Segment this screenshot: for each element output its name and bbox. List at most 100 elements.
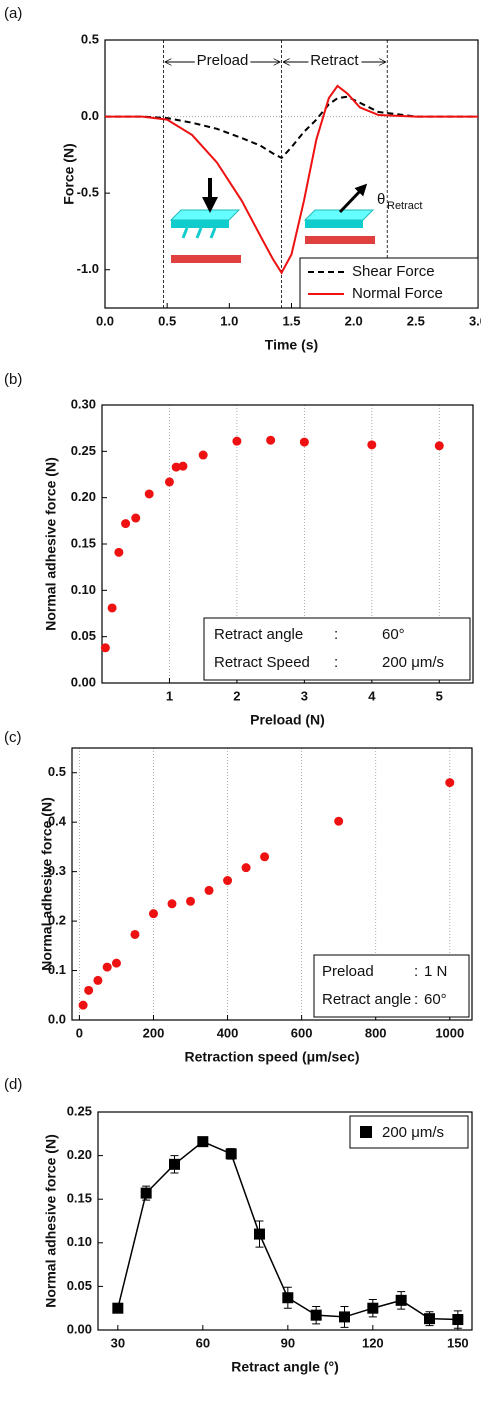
panel-label: (b)	[4, 371, 22, 388]
series-line	[105, 95, 478, 160]
point	[102, 962, 112, 972]
x-tick-label: 600	[291, 1025, 313, 1040]
illustration	[169, 178, 375, 263]
point	[424, 1313, 435, 1325]
x-tick-label: 3.0	[469, 313, 481, 328]
y-tick-label: 0.5	[81, 31, 99, 46]
point	[367, 1302, 379, 1314]
point	[198, 450, 208, 460]
panel-label: (c)	[4, 729, 22, 746]
y-tick-label: 0.25	[71, 443, 96, 458]
x-tick-label: 1.5	[282, 313, 300, 328]
point	[84, 985, 94, 995]
point	[434, 441, 444, 451]
x-tick-label: 120	[362, 1335, 384, 1350]
x-tick-label: 1	[166, 688, 173, 703]
point	[310, 1309, 322, 1321]
point	[367, 440, 377, 450]
y-tick-label: 0.00	[71, 674, 96, 689]
info-text: 1 N	[424, 963, 447, 980]
y-tick-label: 0.5	[48, 764, 66, 779]
x-tick-label: 150	[447, 1335, 469, 1350]
point	[299, 437, 309, 447]
y-tick-label: 0.20	[71, 489, 96, 504]
legend-label: 200 μm/s	[382, 1124, 444, 1141]
x-axis-label: Preload (N)	[250, 712, 325, 728]
info-text: Retract angle	[214, 626, 303, 643]
x-tick-label: 30	[111, 1335, 125, 1350]
y-tick-label: 0.1	[48, 962, 66, 977]
point	[282, 1292, 294, 1304]
point	[131, 513, 141, 523]
x-tick-label: 0.5	[158, 313, 176, 328]
legend-swatch	[360, 1126, 372, 1138]
y-tick-label: -1.0	[77, 261, 99, 276]
point	[107, 603, 117, 613]
x-axis-label: Time (s)	[265, 337, 318, 353]
x-tick-label: 400	[217, 1025, 239, 1040]
info-text: 60°	[382, 626, 405, 643]
point	[241, 863, 251, 873]
annotation: θ	[377, 191, 385, 208]
legend	[299, 257, 479, 309]
plot-frame	[71, 747, 473, 1021]
point	[93, 975, 103, 985]
info-text: :	[414, 991, 418, 1008]
y-axis-label: Normal adhesive force (N)	[39, 797, 55, 971]
y-tick-label: -0.5	[77, 185, 99, 200]
y-tick-label: 0.05	[67, 1278, 92, 1293]
arrow	[338, 183, 368, 214]
y-tick-label: 0.4	[48, 814, 67, 829]
y-tick-label: 0.15	[71, 535, 96, 550]
point	[112, 1302, 124, 1314]
annotation: Retract	[387, 200, 422, 212]
series-line	[105, 84, 478, 275]
info-box	[313, 954, 470, 1018]
pad	[169, 209, 241, 221]
info-box	[203, 617, 471, 681]
y-axis-label: Force (N)	[61, 143, 77, 204]
x-tick-label: 200	[143, 1025, 165, 1040]
point	[334, 816, 344, 826]
point	[130, 929, 140, 939]
x-tick-label: 1.0	[220, 313, 238, 328]
point	[167, 899, 177, 909]
y-tick-label: 0.0	[81, 108, 99, 123]
y-tick-label: 0.00	[67, 1321, 92, 1336]
point	[225, 1148, 237, 1160]
y-tick-label: 0.15	[67, 1191, 92, 1206]
point	[266, 435, 276, 445]
point	[169, 1158, 180, 1170]
spike	[195, 227, 203, 239]
x-tick-label: 2.5	[407, 313, 425, 328]
panel-label: (a)	[4, 5, 22, 22]
point	[232, 436, 242, 446]
plot-frame	[104, 39, 479, 309]
point	[100, 643, 110, 653]
point	[254, 1228, 265, 1240]
info-text: Retract Speed	[214, 654, 310, 671]
x-tick-label: 3	[301, 688, 308, 703]
point	[144, 489, 154, 499]
x-tick-label: 800	[365, 1025, 387, 1040]
x-tick-label: 5	[436, 688, 443, 703]
substrate	[305, 236, 375, 244]
y-axis-label: Normal adhesive force (N)	[43, 1134, 59, 1308]
panel-label: (d)	[4, 1076, 22, 1093]
pad	[305, 220, 363, 228]
legend-label: Normal Force	[352, 285, 443, 302]
info-text: 200 μm/s	[382, 654, 444, 671]
point	[111, 958, 121, 968]
point	[445, 778, 455, 788]
substrate	[171, 255, 241, 263]
point	[452, 1314, 464, 1326]
pad	[171, 220, 229, 228]
info-text: Retract angle	[322, 991, 411, 1008]
point	[178, 461, 188, 471]
y-tick-label: 0.2	[48, 913, 66, 928]
y-tick-label: 0.10	[67, 1234, 92, 1249]
y-tick-label: 0.30	[71, 396, 96, 411]
point	[148, 909, 158, 919]
x-tick-label: 1000	[435, 1025, 464, 1040]
point	[223, 876, 233, 886]
